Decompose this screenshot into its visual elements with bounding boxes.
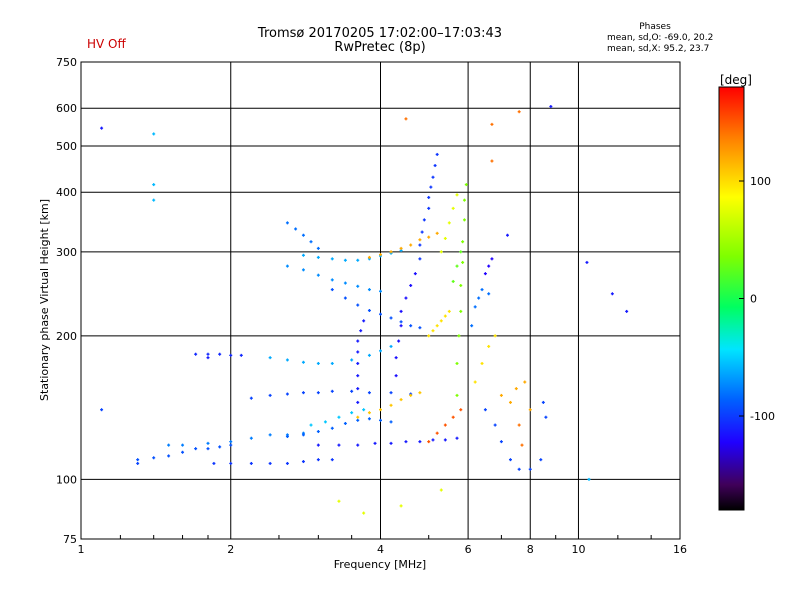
y-axis-label: Stationary phase Virtual Height [km] <box>38 199 51 401</box>
x-tick-label: 16 <box>673 543 687 556</box>
y-tick-label: 100 <box>56 473 77 486</box>
colorbar-label: [deg] <box>720 73 752 87</box>
y-tick-label: 500 <box>56 140 77 153</box>
colorbar-tick-label: 100 <box>750 175 771 188</box>
x-axis-label: Frequency [MHz] <box>334 558 426 571</box>
colorbar-ticks: 100 0 -100 <box>739 175 775 423</box>
y-tick-label: 200 <box>56 330 77 343</box>
y-tick-label: 400 <box>56 186 77 199</box>
chart-title: Tromsø 20170205 17:02:00–17:03:43 <box>257 26 503 41</box>
x-tick-label: 6 <box>465 543 472 556</box>
x-tick-labels: 1 2 4 6 8 10 16 <box>78 543 688 556</box>
y-tick-label: 600 <box>56 102 77 115</box>
colorbar-tick-label: -100 <box>750 410 775 423</box>
colorbar-tick-label: 0 <box>750 293 757 306</box>
phases-o-stats: mean, sd,O: -69.0, 20.2 <box>607 33 714 43</box>
phases-heading: Phases <box>639 22 671 32</box>
x-tick-label: 10 <box>571 543 585 556</box>
y-tick-label: 300 <box>56 246 77 259</box>
x-tick-label: 8 <box>527 543 534 556</box>
chart-subtitle: RwPretec (8p) <box>334 40 426 55</box>
phases-x-stats: mean, sd,X: 95.2, 23.7 <box>607 44 710 54</box>
x-tick-label: 4 <box>377 543 384 556</box>
grid-lines <box>81 62 680 539</box>
hv-status-label: HV Off <box>87 37 126 51</box>
x-tick-label: 1 <box>78 543 85 556</box>
y-tick-label: 750 <box>56 56 77 69</box>
y-tick-label: 75 <box>63 533 77 546</box>
y-tick-labels: 75 100 200 300 400 500 600 750 <box>56 56 77 546</box>
x-tick-label: 2 <box>227 543 234 556</box>
data-points <box>100 105 629 515</box>
